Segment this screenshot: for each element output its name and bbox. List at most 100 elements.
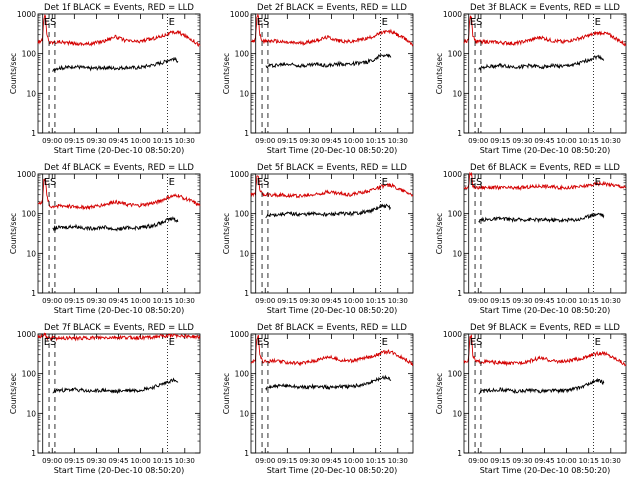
x-tick-label: 10:00 <box>344 137 364 145</box>
chart-title: Det 6f BLACK = Events, RED = LLD <box>470 163 620 173</box>
x-tick-label: 10:30 <box>175 457 195 465</box>
y-tick-label: 1 <box>244 289 249 298</box>
y-tick-label: 10 <box>239 249 249 258</box>
chart-title: Det 3f BLACK = Events, RED = LLD <box>470 3 620 13</box>
x-tick-label: 10:15 <box>153 457 173 465</box>
plot-frame <box>250 173 414 294</box>
x-tick-label: 09:00 <box>42 297 62 305</box>
x-tick-label: 10:00 <box>344 297 364 305</box>
chart-panel-6: Det 6f BLACK = Events, RED = LLD 1 10 100 10… <box>435 163 627 315</box>
lld-series-line <box>37 332 201 342</box>
y-tick-label: 1 <box>457 289 462 298</box>
y-tick-label: 1000 <box>230 10 249 19</box>
event-marker-label: E <box>169 337 175 348</box>
y-tick-label: 1000 <box>230 170 249 179</box>
x-tick-label: 09:45 <box>534 457 554 465</box>
events-series-line <box>478 212 605 224</box>
chart-title: Det 7f BLACK = Events, RED = LLD <box>44 323 194 333</box>
lld-series-line <box>250 175 414 199</box>
event-marker-label: E <box>382 337 388 348</box>
x-tick-label: 09:30 <box>299 457 319 465</box>
x-tick-label: 09:00 <box>468 137 488 145</box>
y-axis-label: Counts/sec <box>9 53 18 94</box>
x-tick-label: 10:30 <box>175 137 195 145</box>
y-tick-label: 1 <box>31 289 36 298</box>
x-tick-label: 09:00 <box>468 297 488 305</box>
x-tick-label: 10:00 <box>131 457 151 465</box>
x-axis-label: Start Time (20-Dec-10 08:50:20) <box>54 146 185 155</box>
event-marker-label: S <box>263 177 269 188</box>
event-marker-label: E <box>382 17 388 28</box>
x-tick-label: 10:30 <box>388 297 408 305</box>
plot-frame <box>463 173 627 294</box>
lld-series-line <box>463 171 627 192</box>
y-axis-label: Counts/sec <box>222 53 231 94</box>
x-axis-label: Start Time (20-Dec-10 08:50:20) <box>480 306 611 315</box>
x-axis-label: Start Time (20-Dec-10 08:50:20) <box>267 306 398 315</box>
y-tick-label: 1000 <box>17 330 36 339</box>
x-tick-label: 09:45 <box>321 457 341 465</box>
y-tick-label: 1000 <box>17 170 36 179</box>
plot-frame <box>37 173 201 294</box>
chart-title: Det 5f BLACK = Events, RED = LLD <box>257 163 407 173</box>
chart-panel-5: Det 5f BLACK = Events, RED = LLD 1 10 100 10… <box>222 163 414 315</box>
y-tick-label: 1000 <box>443 330 462 339</box>
chart-title: Det 2f BLACK = Events, RED = LLD <box>257 3 407 13</box>
event-marker-label: E <box>595 177 601 188</box>
events-series-line <box>52 377 179 394</box>
lld-series-line <box>250 334 414 367</box>
y-tick-label: 1 <box>31 449 36 458</box>
x-tick-label: 10:15 <box>153 137 173 145</box>
events-series-line <box>478 377 605 395</box>
y-tick-label: 100 <box>235 210 250 219</box>
chart-title: Det 9f BLACK = Events, RED = LLD <box>470 323 620 333</box>
event-marker-label: S <box>476 337 482 348</box>
y-tick-label: 1 <box>244 449 249 458</box>
chart-panel-1: Det 1f BLACK = Events, RED = LLD 1 10 100 10… <box>9 3 201 155</box>
event-marker-label: S <box>50 337 56 348</box>
x-tick-label: 10:15 <box>153 297 173 305</box>
y-tick-label: 10 <box>26 409 36 418</box>
chart-panel-7: Det 7f BLACK = Events, RED = LLD 1 10 100 10… <box>9 323 201 475</box>
x-axis-label: Start Time (20-Dec-10 08:50:20) <box>54 466 185 475</box>
x-tick-label: 09:15 <box>64 457 84 465</box>
y-tick-label: 1 <box>457 129 462 138</box>
event-marker-label: E <box>44 337 50 348</box>
chart-title: Det 4f BLACK = Events, RED = LLD <box>44 163 194 173</box>
x-tick-label: 10:30 <box>601 297 621 305</box>
x-tick-label: 09:15 <box>277 137 297 145</box>
x-tick-label: 10:00 <box>344 457 364 465</box>
y-tick-label: 1 <box>31 129 36 138</box>
chart-title: Det 8f BLACK = Events, RED = LLD <box>257 323 407 333</box>
event-marker-label: E <box>257 17 263 28</box>
plot-frame <box>463 333 627 454</box>
x-tick-label: 10:15 <box>579 457 599 465</box>
event-marker-label: E <box>470 337 476 348</box>
y-tick-label: 1000 <box>230 330 249 339</box>
event-marker-label: S <box>263 17 269 28</box>
y-tick-label: 1000 <box>17 10 36 19</box>
y-tick-label: 100 <box>22 210 37 219</box>
event-marker-label: E <box>470 177 476 188</box>
x-tick-label: 09:00 <box>255 457 275 465</box>
y-tick-label: 100 <box>448 370 463 379</box>
event-marker-label: E <box>595 337 601 348</box>
lld-series-line <box>250 13 414 47</box>
x-tick-label: 09:30 <box>299 137 319 145</box>
x-tick-label: 09:15 <box>490 297 510 305</box>
event-marker-label: E <box>44 17 50 28</box>
x-axis-label: Start Time (20-Dec-10 08:50:20) <box>54 306 185 315</box>
y-axis-label: Counts/sec <box>435 53 444 94</box>
x-tick-label: 10:30 <box>175 297 195 305</box>
x-tick-label: 10:15 <box>579 137 599 145</box>
plot-frame <box>37 13 201 134</box>
chart-panel-3: Det 3f BLACK = Events, RED = LLD 1 10 100 10… <box>435 3 627 155</box>
x-axis-label: Start Time (20-Dec-10 08:50:20) <box>267 146 398 155</box>
x-tick-label: 09:45 <box>108 457 128 465</box>
event-marker-label: S <box>263 337 269 348</box>
event-marker-label: E <box>169 177 175 188</box>
plot-frame <box>37 333 201 454</box>
x-tick-label: 10:00 <box>131 297 151 305</box>
y-tick-label: 10 <box>239 409 249 418</box>
